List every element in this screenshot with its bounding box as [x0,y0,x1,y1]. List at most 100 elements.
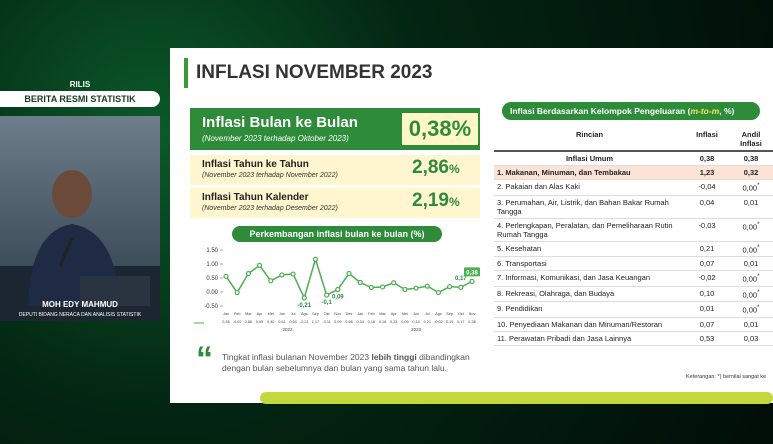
contribution-value: 0,03 [743,333,759,343]
table-title-text: Inflasi Berdasarkan Kelompok Pengeluaran… [510,106,691,116]
point-label: 0,09 [332,294,344,300]
inflation-cell: -0,03 [685,218,729,242]
value-label: 0,33 [390,320,397,324]
quote: Tingkat inflasi bulanan November 2023 le… [222,352,472,374]
value-label: 0,66 [245,320,252,324]
month-label: Mar [245,312,252,316]
point-label: -0,1 [321,300,332,306]
point [290,271,296,277]
contribution-value: 0,00 [742,245,758,254]
month-label: Jun [413,312,419,316]
y-tick-label: -0.50 [204,304,218,310]
quote-mark: “ [196,340,213,378]
row-label: 6. Transportasi [494,256,685,271]
value-label: -0,02 [233,320,242,324]
quote-text: dibandingkan dengan bulan sebelumnya dan… [222,352,470,373]
point [379,284,386,290]
point [413,285,419,291]
label-box [464,267,480,277]
column-header: Andil Inflasi [729,128,773,152]
value-label: 0,64 [289,320,296,324]
card-title: Inflasi Tahun Kalender [202,192,309,203]
value-label: 0,38 [468,320,475,324]
inflation-cell: 0,38 [685,151,729,166]
month-label: Mar [379,312,386,316]
y-tick-label: 1.50 [206,248,218,254]
month-label: Mei [402,312,408,316]
point [447,284,453,290]
month-label: Jun [279,312,285,316]
inflation-cell: 1,23 [685,165,729,180]
year-label: 2022 [282,327,293,332]
value-label: 0,56 [222,320,229,324]
month-label: Nov [469,312,476,316]
point-label: 0,38 [466,270,478,276]
quote-text: Tingkat inflasi bulanan November 2023 [222,352,372,362]
contribution-cell: 0,00* [729,286,773,302]
inflation-cell: 0,53 [685,331,729,346]
month-label: Feb [234,312,241,316]
contribution-cell: 0,00* [729,301,773,318]
value-label: 0,21 [424,320,431,324]
contribution-cell: 0,00* [729,218,773,242]
row-label: 1. Makanan, Minuman, dan Tembakau [494,165,685,180]
point [301,295,307,301]
chart-title: Perkembangan inflasi bulan ke bulan (%) [232,226,442,242]
note-mark: * [757,243,760,251]
month-label: Apr [391,312,398,316]
year-label: 2023 [411,327,422,332]
inflation-cell: 0,07 [685,317,729,332]
program: BERITA RESMI STATISTIK [0,91,160,107]
month-label: Jul [425,312,430,316]
inflation-cell: 0,07 [685,256,729,271]
card-value: 2,19 [412,190,449,211]
table-row: 3. Perumahan, Air, Listrik, dan Bahan Ba… [494,195,773,219]
contribution-cell: 0,01 [729,256,773,271]
card-title: Inflasi Bulan ke Bulan [202,114,358,131]
month-label: Feb [368,312,375,316]
contribution-value: 0,00 [742,183,758,193]
card: Inflasi Tahun ke Tahun (November 2023 ter… [190,155,480,185]
contribution-cell: 0,00* [729,270,773,287]
trend-chart: 1.501.000.500.00-0.50Jan0,56Feb-0,02Mar0… [194,248,480,332]
point [424,283,430,289]
contribution-cell: 0,01 [729,195,773,219]
y-tick-label: 0.00 [206,290,218,296]
card-subtitle: (November 2023 terhadap November 2022) [202,172,338,179]
speaker-name: MOH EDY MAHMUD [42,300,118,309]
card-unit: % [451,116,472,141]
note-mark: * [757,220,760,228]
inflation-cell: 0,01 [685,301,729,318]
card: Inflasi Tahun Kalender (November 2023 ter… [190,188,480,218]
row-label: 10. Penyediaan Makanan dan Minuman/Resto… [494,317,685,332]
speaker-video [0,116,160,321]
contribution-value: 0,00 [742,290,758,299]
month-label: Okt [324,312,331,316]
table-row: 6. Transportasi 0,07 0,01 [494,256,773,271]
value-label: 0,40 [267,320,274,324]
table-title-text: , %) [719,106,735,116]
card-title: Inflasi Tahun ke Tahun [202,159,309,170]
point [402,286,408,293]
card-unit: % [448,195,460,209]
speaker-figure [0,170,160,321]
point-label: 0,17 [455,276,467,282]
point [391,280,397,286]
card-unit: % [448,162,460,176]
value-label: 0,14 [412,320,419,324]
month-label: Mei [268,312,274,316]
table-row: 7. Informasi, Komunikasi, dan Jasa Keuan… [494,270,773,287]
card-value: 0,38 [408,116,452,141]
note-mark: * [757,304,760,311]
contribution-cell: 0,38 [729,151,773,166]
accent-strip [260,392,773,404]
point [357,279,363,286]
month-label: Jan [357,312,363,316]
note-mark: * [757,273,760,280]
card-value-box: 0,38% [402,113,478,145]
inflation-cell: 0,10 [685,286,729,302]
value-label: 0,95 [256,320,263,324]
point [469,278,475,284]
contribution-value: 0,00 [742,305,758,315]
